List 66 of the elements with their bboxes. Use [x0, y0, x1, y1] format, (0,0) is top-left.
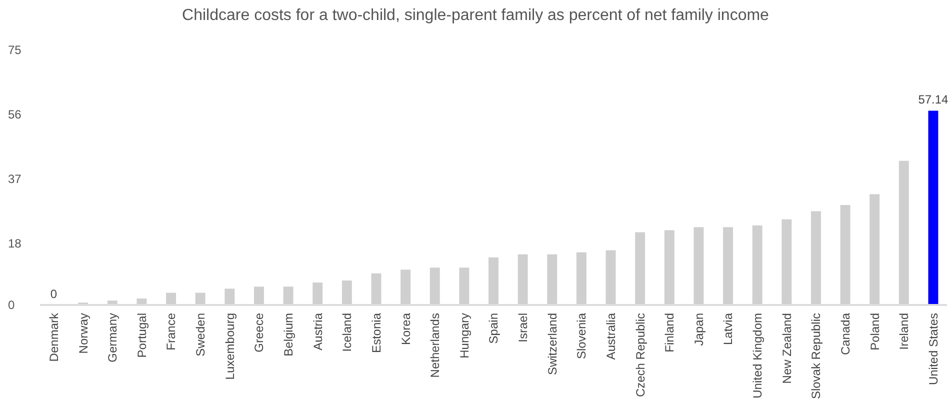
x-tick-label: Belgium — [281, 313, 296, 356]
x-tick-label: Finland — [662, 313, 677, 352]
bar — [312, 282, 323, 305]
bar — [635, 232, 646, 305]
x-tick-label: United Kingdom — [750, 313, 765, 398]
bar — [898, 160, 909, 305]
data-label: 57.14 — [918, 92, 949, 107]
bar — [518, 254, 528, 305]
x-tick-label: New Zealand — [780, 313, 794, 384]
x-tick-label: Latvia — [721, 312, 736, 346]
x-tick-label: Hungary — [457, 313, 472, 358]
bar — [195, 292, 206, 305]
bar — [430, 268, 440, 305]
bar — [342, 280, 352, 305]
x-tick-label: Israel — [516, 313, 530, 342]
bar — [400, 270, 411, 305]
x-tick-label: Germany — [106, 313, 120, 362]
x-tick-label: Slovak Republic — [809, 313, 824, 400]
x-tick-label: Slovenia — [574, 312, 589, 360]
bar — [840, 205, 850, 305]
y-tick-label: 18 — [8, 236, 22, 251]
x-tick-label: Denmark — [46, 312, 61, 362]
x-tick-label: Netherlands — [428, 313, 442, 378]
x-tick-label: Luxembourg — [222, 313, 237, 380]
bar — [459, 268, 470, 305]
bar — [664, 230, 674, 305]
x-tick-label: Korea — [398, 312, 413, 346]
y-tick-label: 75 — [8, 42, 22, 57]
x-tick-label: Sweden — [194, 313, 208, 356]
bar — [224, 288, 235, 305]
bar — [254, 286, 264, 305]
bar — [547, 254, 558, 305]
data-label: 0 — [50, 287, 58, 301]
x-tick-label: Greece — [252, 312, 266, 352]
bar — [371, 273, 382, 305]
x-tick-label: Iceland — [340, 313, 354, 352]
x-tick-label: Czech Republic — [633, 313, 648, 398]
bar — [810, 211, 821, 305]
y-tick-label: 56 — [8, 107, 22, 122]
bar — [694, 227, 704, 305]
bar — [870, 194, 880, 305]
x-tick-label: Australia — [604, 312, 618, 360]
bar — [488, 257, 498, 305]
x-tick-label: Spain — [486, 313, 501, 344]
x-tick-label: Ireland — [897, 313, 912, 350]
bar — [782, 219, 792, 305]
x-tick-label: France — [164, 312, 178, 350]
x-tick-label: Austria — [310, 312, 325, 350]
bar — [576, 252, 586, 305]
x-tick-label: Portugal — [134, 313, 149, 358]
bar — [723, 227, 733, 305]
y-tick-label: 0 — [8, 298, 15, 312]
x-tick-label: Canada — [838, 312, 852, 356]
bar — [928, 110, 938, 305]
x-tick-label: Norway — [76, 313, 90, 354]
bar — [283, 286, 294, 305]
x-tick-label: Japan — [692, 313, 706, 346]
bar — [752, 225, 762, 305]
y-tick-label: 37 — [8, 172, 22, 186]
x-tick-label: United States — [926, 313, 940, 386]
bar — [606, 250, 616, 305]
x-tick-label: Switzerland — [545, 313, 560, 376]
x-tick-label: Estonia — [369, 312, 384, 354]
chart-title: Childcare costs for a two-child, single-parent family as percent of net family income — [182, 7, 770, 24]
bar — [166, 292, 176, 305]
x-tick-label: Poland — [868, 313, 882, 350]
